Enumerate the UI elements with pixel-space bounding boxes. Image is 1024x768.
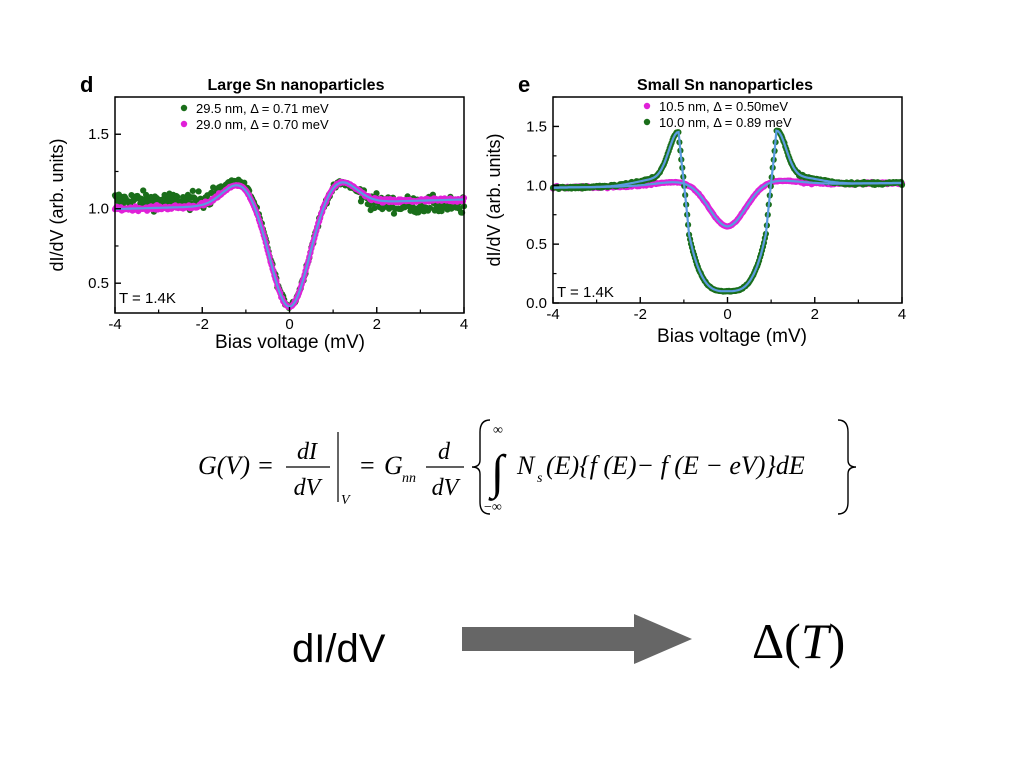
temperature-annotation: T = 1.4K bbox=[119, 290, 176, 307]
data-point bbox=[174, 193, 181, 200]
chart-title: Large Sn nanoparticles bbox=[208, 77, 385, 94]
legend-label: 10.5 nm, Δ = 0.50meV bbox=[659, 99, 788, 114]
upper-limit: ∞ bbox=[493, 423, 503, 438]
formula-frac2-num: d bbox=[438, 439, 451, 465]
y-tick-label: 1.0 bbox=[88, 201, 109, 218]
temperature-variable: T bbox=[800, 613, 829, 669]
data-point bbox=[390, 210, 398, 217]
x-tick-label: -2 bbox=[634, 306, 647, 323]
x-tick-label: -4 bbox=[108, 316, 121, 333]
plot-area bbox=[111, 176, 468, 311]
formula-coef: G bbox=[384, 451, 403, 480]
x-axis-label: Bias voltage (mV) bbox=[215, 332, 365, 353]
formula-integrand-sub: s bbox=[537, 471, 543, 486]
fit-line bbox=[115, 181, 464, 308]
y-axis-label: dI/dV (arb. units) bbox=[47, 138, 67, 271]
paren-close: ) bbox=[828, 613, 846, 669]
data-point bbox=[426, 204, 434, 212]
right-arrow bbox=[462, 614, 692, 664]
integral-sign: ∫ bbox=[488, 446, 507, 501]
x-ticks: -4 -2 0 2 4 bbox=[546, 297, 906, 323]
series-1 bbox=[549, 127, 906, 295]
left-brace bbox=[471, 419, 491, 515]
formula-frac1-num: dI bbox=[297, 439, 318, 465]
conductance-formula: G(V) = dI dV V = G nn d dV ∞ ∫ −∞ N s (E… bbox=[198, 419, 857, 515]
formula-integrand: N bbox=[516, 451, 536, 480]
y-tick-label: 1.5 bbox=[88, 126, 109, 143]
panel-e: e Small Sn nanoparticles 10.5 nm, Δ = 0.… bbox=[484, 72, 906, 347]
x-axis-label: Bias voltage (mV) bbox=[657, 326, 807, 347]
x-tick-label: 2 bbox=[811, 306, 819, 323]
legend-label: 10.0 nm, Δ = 0.89 meV bbox=[659, 115, 792, 130]
x-tick-label: 0 bbox=[285, 316, 293, 333]
paren-open: ( bbox=[784, 613, 801, 669]
legend-marker bbox=[643, 102, 651, 110]
lower-limit: −∞ bbox=[484, 500, 502, 515]
data-point bbox=[448, 205, 455, 212]
y-tick-label: 1.5 bbox=[526, 118, 547, 135]
x-tick-label: 4 bbox=[460, 316, 468, 333]
chart-title: Small Sn nanoparticles bbox=[637, 77, 813, 94]
panel-letter: e bbox=[518, 72, 530, 97]
y-tick-label: 0.5 bbox=[88, 275, 109, 292]
arrow-shaft bbox=[462, 627, 640, 651]
dIdV-label: dI/dV bbox=[292, 627, 386, 671]
x-tick-label: -4 bbox=[546, 306, 559, 323]
data-point bbox=[195, 188, 202, 195]
legend-marker bbox=[643, 118, 651, 126]
x-tick-label: 0 bbox=[723, 306, 731, 323]
right-brace bbox=[837, 419, 857, 515]
panel-letter: d bbox=[80, 72, 93, 97]
y-tick-label: 0.0 bbox=[526, 295, 547, 312]
x-tick-label: -2 bbox=[196, 316, 209, 333]
temperature-annotation: T = 1.4K bbox=[557, 284, 614, 301]
plot-area bbox=[549, 127, 906, 295]
formula-equals: = bbox=[360, 451, 375, 480]
legend-marker bbox=[180, 120, 188, 128]
arrow-head bbox=[634, 614, 692, 664]
y-tick-label: 1.0 bbox=[526, 177, 547, 194]
panel-d: d Large Sn nanoparticles 29.5 nm, Δ = 0.… bbox=[47, 72, 468, 353]
legend-label: 29.5 nm, Δ = 0.71 meV bbox=[196, 101, 329, 116]
y-ticks: 0.5 1.0 1.5 bbox=[88, 96, 121, 292]
legend-label: 29.0 nm, Δ = 0.70 meV bbox=[196, 117, 329, 132]
data-point bbox=[189, 187, 196, 194]
fit-line bbox=[553, 179, 903, 228]
fit-line bbox=[553, 129, 903, 293]
formula-frac2-den: dV bbox=[432, 475, 461, 501]
formula-frac1-den: dV bbox=[294, 475, 323, 501]
legend: 29.5 nm, Δ = 0.71 meV 29.0 nm, Δ = 0.70 … bbox=[180, 101, 329, 132]
x-tick-label: 4 bbox=[898, 306, 906, 323]
formula-integrand-rest: (E){f (E)− f (E − eV)}dE bbox=[546, 451, 805, 480]
data-point bbox=[373, 190, 380, 197]
y-ticks: 0.0 0.5 1.0 1.5 bbox=[526, 96, 559, 312]
y-axis-label: dI/dV (arb. units) bbox=[484, 133, 504, 266]
y-tick-label: 0.5 bbox=[526, 236, 547, 253]
gap-temperature-label: Δ(T) bbox=[752, 612, 845, 670]
legend-marker bbox=[180, 104, 188, 112]
x-ticks: -4 -2 0 2 4 bbox=[108, 307, 468, 333]
formula-coef-sub: nn bbox=[402, 471, 416, 486]
delta-symbol: Δ bbox=[752, 613, 785, 669]
x-tick-label: 2 bbox=[373, 316, 381, 333]
formula-lhs: G(V) = bbox=[198, 451, 274, 480]
legend: 10.5 nm, Δ = 0.50meV 10.0 nm, Δ = 0.89 m… bbox=[643, 99, 792, 130]
data-point bbox=[371, 204, 378, 212]
data-point bbox=[140, 187, 147, 194]
formula-eval-sub: V bbox=[341, 493, 351, 508]
